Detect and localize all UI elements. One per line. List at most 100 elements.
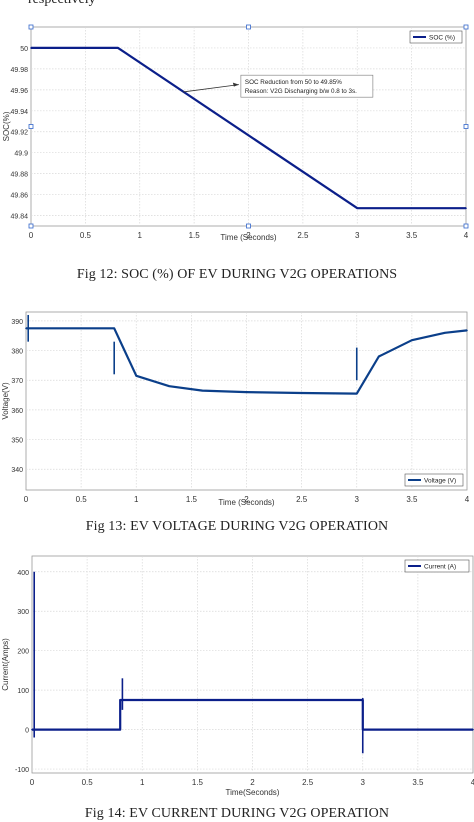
y-tick-label: 350	[11, 438, 23, 445]
legend-box	[404, 559, 470, 573]
y-tick-label: 49.86	[10, 193, 28, 200]
x-tick-label: 3	[355, 231, 360, 240]
x-tick-label: 1	[134, 495, 139, 504]
x-tick-label: 3	[361, 778, 366, 787]
data-point	[168, 385, 171, 387]
data-point	[355, 392, 358, 395]
data-point	[356, 207, 359, 209]
selection-handle	[463, 24, 469, 30]
x-tick-label: 1.5	[189, 231, 201, 240]
selection-handle	[463, 124, 469, 129]
x-tick-label: 2.5	[297, 231, 309, 240]
data-point	[113, 327, 115, 330]
annotation-text: Reason: V2G Discharging b/w 0.8 to 3s.	[245, 88, 357, 95]
voltage-chart: 0 0.5 1 1.5 2 2.5 3 3.5 4 390 380 370 360 350 340 Time …	[1, 311, 470, 507]
annotation-box	[240, 74, 374, 98]
y-tick-label: 370	[11, 378, 23, 385]
current-chart: 0 0.5 1 1.5 2 2.5 3 3.5 44003002001000-100Time(S…	[1, 555, 474, 797]
data-point	[201, 389, 204, 392]
x-tick-label: 0	[29, 231, 34, 240]
fig14-caption: Fig 14: EV CURRENT DURING V2G OPERATION	[84, 806, 390, 821]
x-tick-label: 2.5	[302, 778, 314, 787]
x-tick-label: 2	[250, 778, 255, 787]
data-point	[30, 47, 32, 49]
x-tick-label: 1.5	[192, 778, 204, 787]
selection-handle	[28, 223, 34, 229]
data-point	[135, 374, 138, 377]
top-text-fragment: respectively	[0, 0, 474, 20]
x-tick-label: 1.5	[186, 495, 198, 504]
x-tick-label: 4	[471, 778, 474, 787]
soc-chart: 0 0.5 1 1.5 2 2.5 3 3.5 4 50 49.98 49.96 49.94 49.92 4…	[2, 24, 469, 242]
x-tick-label: 4	[465, 495, 470, 504]
x-tick-label: 0	[30, 778, 35, 787]
data-point	[119, 699, 121, 701]
legend-box	[409, 30, 463, 44]
legend-label: SOC (%)	[429, 35, 455, 42]
y-tick-label: 300	[17, 609, 29, 616]
fig12-caption: Fig 12: SOC (%) OF EV DURING V2G OPERATI…	[76, 267, 398, 282]
top-text: respectively	[28, 0, 96, 8]
data-point	[466, 329, 468, 332]
x-tick-label: 4	[464, 231, 469, 240]
data-point	[117, 47, 119, 49]
x-tick-label: 1	[140, 778, 145, 787]
x-tick-label: 1	[138, 231, 143, 240]
y-tick-label: 390	[11, 319, 23, 326]
y-tick-label: 49.92	[10, 130, 28, 137]
legend-label: Voltage (V)	[424, 478, 456, 485]
data-point	[25, 327, 27, 330]
y-axis-label: SOC(%)	[2, 111, 11, 141]
y-tick-label: 360	[11, 408, 23, 415]
x-tick-label: 2.5	[296, 495, 308, 504]
y-tick-label: 400	[17, 570, 29, 577]
y-axis-label: Current(Amps)	[1, 638, 10, 691]
y-tick-label: 49.98	[10, 67, 28, 74]
x-tick-label: 3.5	[412, 778, 424, 787]
x-tick-label: 0.5	[80, 231, 92, 240]
y-tick-label: 49.84	[10, 214, 28, 221]
y-axis-label: Voltage(V)	[1, 382, 10, 420]
fig13-caption: Fig 13: EV VOLTAGE DURING V2G OPERATION	[85, 519, 389, 534]
x-tick-label: 0.5	[76, 495, 88, 504]
annotation-arrowhead	[232, 82, 239, 87]
legend-box	[404, 473, 464, 487]
y-tick-label: 49.9	[14, 151, 28, 158]
y-tick-label: 0	[25, 728, 29, 735]
series-line	[31, 46, 466, 210]
x-axis-label: Time (Seconds)	[220, 233, 277, 242]
y-tick-label: 49.96	[10, 88, 28, 95]
x-tick-label: 2	[246, 231, 251, 240]
y-tick-label: 380	[11, 349, 23, 356]
legend-label: Current (A)	[424, 564, 456, 571]
selection-handle	[28, 24, 34, 30]
series-line	[26, 327, 468, 395]
x-tick-label: 3.5	[406, 495, 418, 504]
y-tick-label: 49.94	[10, 109, 28, 116]
y-tick-label: 50	[20, 46, 28, 53]
selection-handle	[246, 223, 251, 229]
x-tick-label: 0	[24, 495, 29, 504]
data-point	[378, 355, 380, 358]
x-tick-label: 3	[355, 495, 360, 504]
data-point	[119, 728, 121, 731]
y-tick-label: -100	[15, 767, 29, 774]
data-point	[465, 207, 467, 209]
data-point	[411, 339, 413, 341]
x-tick-label: 2	[244, 495, 249, 504]
y-tick-label: 49.88	[10, 172, 28, 179]
y-tick-label: 100	[17, 688, 29, 695]
data-point	[300, 392, 303, 394]
y-tick-label: 340	[11, 467, 23, 474]
data-point	[444, 331, 446, 334]
selection-handle	[463, 223, 469, 229]
x-tick-label: 0.5	[82, 778, 94, 787]
data-point	[31, 728, 33, 731]
annotation-arrow	[183, 84, 239, 93]
data-point	[245, 391, 248, 393]
y-tick-label: 200	[17, 649, 29, 656]
x-axis-label: Time(Seconds)	[226, 788, 280, 797]
data-point	[472, 728, 474, 731]
x-tick-label: 3.5	[406, 231, 418, 240]
selection-handle	[28, 124, 34, 129]
